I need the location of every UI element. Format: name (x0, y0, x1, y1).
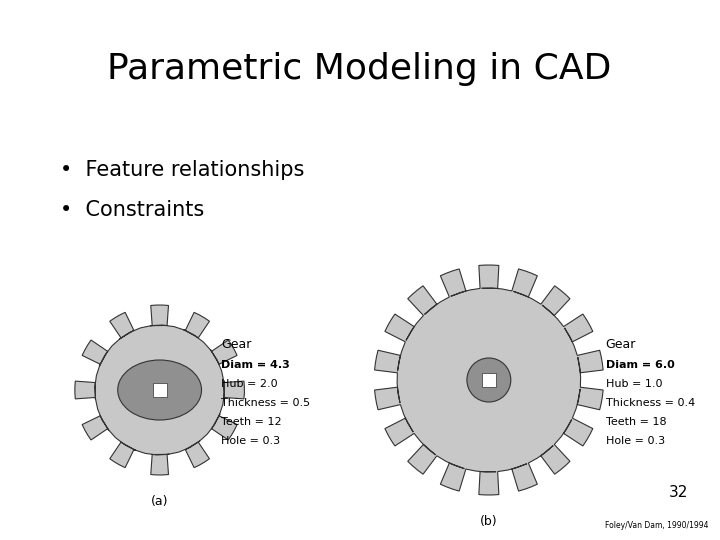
Text: •  Constraints: • Constraints (60, 200, 204, 220)
Polygon shape (75, 305, 244, 475)
Text: Foley/Van Dam, 1990/1994: Foley/Van Dam, 1990/1994 (605, 521, 708, 530)
Text: Diam = 4.3: Diam = 4.3 (222, 360, 290, 370)
Polygon shape (374, 265, 603, 495)
Text: Gear: Gear (606, 338, 636, 351)
Text: Hub = 1.0: Hub = 1.0 (606, 379, 662, 389)
Bar (482, 373, 496, 387)
Bar (153, 383, 166, 397)
Text: (b): (b) (480, 515, 498, 528)
Text: Diam = 6.0: Diam = 6.0 (606, 360, 675, 370)
Text: Parametric Modeling in CAD: Parametric Modeling in CAD (107, 52, 611, 86)
Text: Hole = 0.3: Hole = 0.3 (606, 436, 665, 446)
Ellipse shape (118, 360, 202, 420)
Text: Teeth = 12: Teeth = 12 (222, 417, 282, 427)
Text: Thickness = 0.5: Thickness = 0.5 (222, 398, 310, 408)
Text: Teeth = 18: Teeth = 18 (606, 417, 666, 427)
Text: 32: 32 (669, 485, 688, 500)
Text: •  Feature relationships: • Feature relationships (60, 160, 305, 180)
Text: Hole = 0.3: Hole = 0.3 (222, 436, 281, 446)
Text: Thickness = 0.4: Thickness = 0.4 (606, 398, 695, 408)
Text: Hub = 2.0: Hub = 2.0 (222, 379, 278, 389)
Text: (a): (a) (151, 495, 168, 508)
Ellipse shape (467, 358, 510, 402)
Text: Gear: Gear (222, 338, 252, 351)
